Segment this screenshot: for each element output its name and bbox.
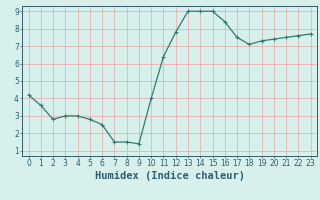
X-axis label: Humidex (Indice chaleur): Humidex (Indice chaleur): [95, 171, 244, 181]
